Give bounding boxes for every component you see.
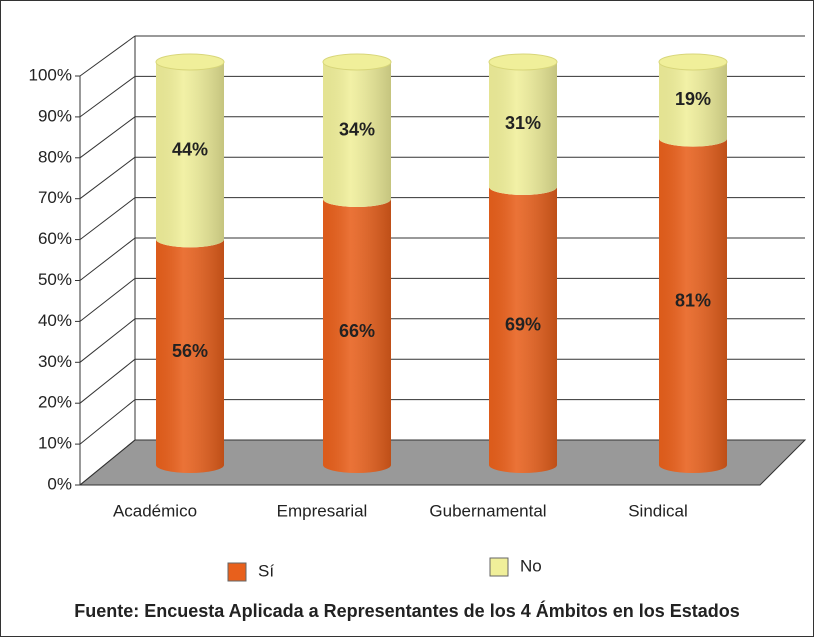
grid-line — [79, 116, 136, 159]
y-tick-label: 70% — [38, 188, 72, 207]
y-tick-label: 30% — [38, 352, 72, 371]
value-label: 69% — [505, 315, 541, 335]
y-tick-label: 50% — [38, 270, 72, 289]
cylinder-top — [155, 53, 225, 71]
y-tick-label: 90% — [38, 106, 72, 125]
source: Fuente: Encuesta Aplicada a Representant… — [74, 600, 740, 621]
x-tick-label: Empresarial — [277, 501, 368, 520]
value-label: 19% — [675, 89, 711, 109]
cylinder-shade — [489, 186, 557, 473]
cylinder-top — [322, 53, 392, 71]
legend-swatch — [227, 562, 247, 582]
y-tick-label: 60% — [38, 229, 72, 248]
cylinder-top — [658, 53, 728, 71]
value-label: 44% — [172, 139, 208, 159]
x-tick-label: Sindical — [628, 501, 688, 520]
cylinder-shade — [659, 138, 727, 473]
grid-line — [79, 197, 136, 240]
cylinder-shade — [156, 239, 224, 473]
grid-line — [79, 439, 136, 486]
cylinder-shade — [156, 62, 224, 248]
x-tick-label: Gubernamental — [429, 501, 546, 520]
grid-line — [79, 75, 136, 118]
y-tick-label: 20% — [38, 393, 72, 412]
grid-line — [79, 358, 136, 404]
legend-label: Sí — [258, 561, 274, 580]
grid-line — [79, 278, 136, 322]
y-tick-label: 100% — [29, 65, 72, 84]
cylinder-shade — [489, 62, 557, 195]
grid-line — [79, 399, 136, 445]
value-label: 31% — [505, 113, 541, 133]
cylinder-shade — [323, 199, 391, 473]
value-label: 34% — [339, 119, 375, 139]
cylinder-shade — [323, 62, 391, 208]
cylinder-top — [488, 53, 558, 71]
y-tick-label: 80% — [38, 147, 72, 166]
value-label: 66% — [339, 321, 375, 341]
legend-swatch — [489, 557, 509, 577]
grid-line — [79, 237, 136, 281]
y-tick-label: 40% — [38, 311, 72, 330]
y-tick-label: 0% — [47, 474, 72, 493]
grid-line — [79, 35, 136, 77]
legend-label: No — [520, 556, 542, 575]
value-label: 56% — [172, 341, 208, 361]
value-label: 81% — [675, 291, 711, 311]
grid-line — [79, 318, 136, 363]
y-tick-label: 10% — [38, 434, 72, 453]
x-tick-label: Académico — [113, 501, 197, 520]
grid-line — [79, 156, 136, 200]
cylinder-shade — [659, 62, 727, 147]
